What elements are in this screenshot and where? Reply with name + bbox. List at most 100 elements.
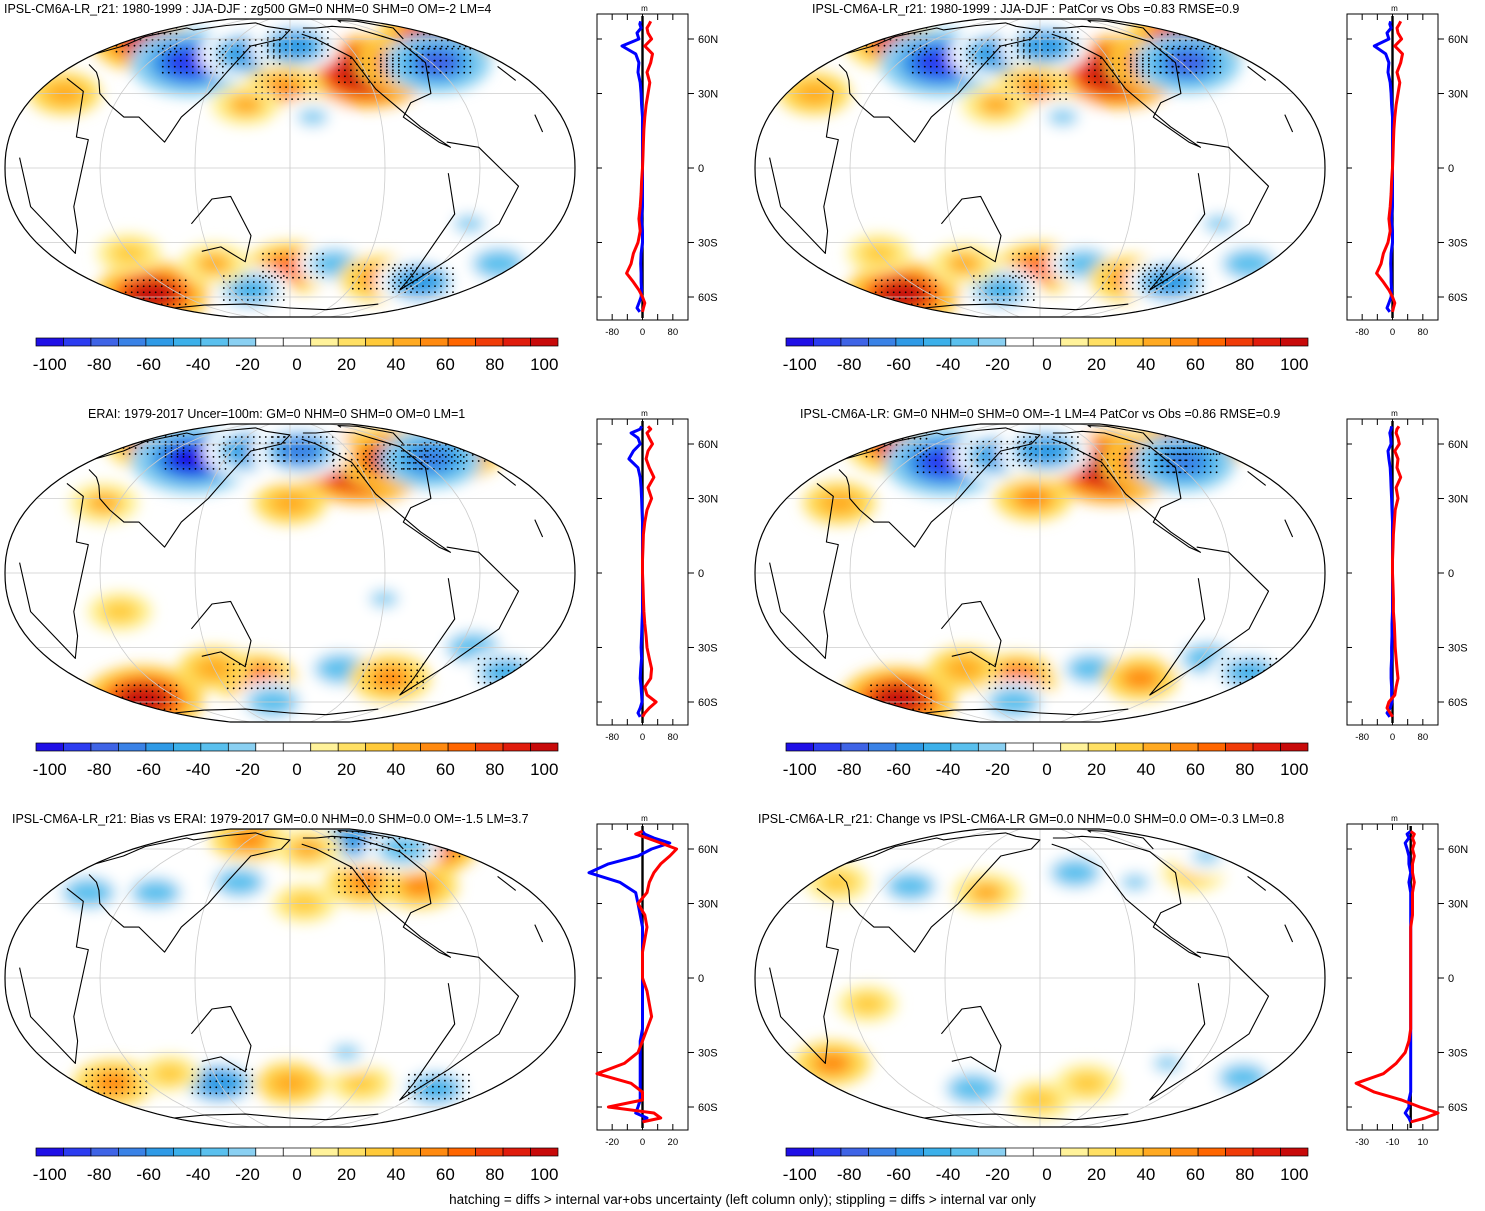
colorbar-tick-label: 0: [1042, 355, 1051, 374]
colorbar-cell: [1252, 742, 1281, 752]
panel-title: IPSL-CM6A-LR: GM=0 NHM=0 SHM=0 OM=-1 LM=…: [800, 407, 1281, 421]
panel-title: IPSL-CM6A-LR_r21: 1980-1999 : JJA-DJF : …: [4, 2, 492, 16]
colorbar-cell: [227, 1147, 257, 1157]
lat-tick-label: 0: [1448, 973, 1454, 985]
colorbar-cell: [173, 742, 202, 752]
colorbar-cell: [977, 337, 1007, 347]
map-outline: [754, 18, 1326, 318]
colorbar-cell: [420, 1147, 449, 1157]
colorbar-cell: [282, 337, 312, 347]
anomaly-mark: [1163, 49, 1212, 77]
colorbar-cell: [1170, 1147, 1199, 1157]
colorbar-cell: [1060, 337, 1089, 347]
zonal-profile: m 60N 30N 0 30S 60S -80 0 80: [1346, 409, 1468, 743]
anomaly-mark: [980, 95, 1012, 115]
panel-figure: m 60N 30N 0 30S 60S -80 0 80 -100 -80 -60 -40 -20 0 20 4…: [754, 4, 1468, 374]
lat-tick-label: 30N: [1448, 89, 1468, 101]
colorbar-tick-label: -40: [186, 760, 211, 779]
graticule: [755, 19, 1325, 317]
map-outline: [754, 423, 1326, 723]
graticule: [5, 19, 575, 317]
profile-red-line: [1385, 425, 1403, 718]
colorbar-cell: [337, 742, 367, 752]
profile-x-tick: 10: [1418, 1137, 1429, 1148]
anomaly-mark: [1122, 668, 1158, 689]
colorbar-cell: [1280, 337, 1309, 347]
anomaly-mark: [297, 107, 329, 127]
colorbar-tick-label: -40: [936, 355, 961, 374]
colorbar-cell: [365, 337, 394, 347]
colorbar-cell: [310, 1147, 339, 1157]
profile-x-tick: 0: [640, 732, 645, 743]
colorbar-tick-label: 20: [337, 760, 356, 779]
colorbar-cell: [1170, 742, 1199, 752]
anomaly-mark: [1058, 862, 1092, 883]
colorbar-cell: [1087, 337, 1117, 347]
colorbar-cell: [90, 1147, 119, 1157]
colorbar-cell: [1060, 742, 1089, 752]
colorbar-cell: [475, 337, 504, 347]
profile-unit: m: [1391, 409, 1398, 418]
zonal-profile: m 60N 30N 0 30S 60S -80 0 80: [596, 4, 718, 338]
lat-tick-label: 0: [698, 973, 704, 985]
colorbar-tick-label: -100: [33, 355, 67, 374]
lat-tick-label: 30N: [1448, 494, 1468, 506]
panel-title: IPSL-CM6A-LR_r21: Change vs IPSL-CM6A-LR…: [758, 812, 1285, 826]
anomaly-mark: [487, 661, 524, 684]
colorbar-cell: [977, 742, 1007, 752]
colorbar-cell: [1225, 337, 1254, 347]
profile-x-tick: 0: [640, 327, 645, 338]
colorbar-cell: [63, 742, 92, 752]
colorbar-cell: [1142, 337, 1171, 347]
colorbar-tick-label: -20: [985, 760, 1010, 779]
colorbar-cell: [1225, 1147, 1254, 1157]
colorbar-cell: [118, 337, 147, 347]
colorbar-cell: [173, 1147, 202, 1157]
colorbar-tick-label: -60: [886, 760, 911, 779]
colorbar-cell: [392, 1147, 421, 1157]
colorbar-tick-label: -20: [235, 760, 260, 779]
colorbar-tick-label: 0: [1042, 1165, 1051, 1184]
panel-figure: m 60N 30N 0 30S 60S -80 0 80 -100 -80 -60 -40 -20 0 20 4…: [4, 409, 718, 779]
coastlines: [19, 424, 544, 716]
anomaly-mark: [277, 438, 322, 464]
world-map: [5, 829, 575, 1127]
colorbar: -100 -80 -60 -40 -20 0 20 40 60 80 100: [33, 742, 558, 779]
colorbar-cell: [1252, 337, 1281, 347]
world-map: [755, 19, 1325, 317]
lat-tick-label: 30N: [698, 494, 718, 506]
colorbar-cell: [310, 337, 339, 347]
colorbar-tick-label: 20: [337, 355, 356, 374]
colorbar-cell: [895, 742, 924, 752]
zonal-profile: m 60N 30N 0 30S 60S -80 0 80: [596, 409, 718, 743]
colorbar-cell: [1060, 1147, 1089, 1157]
colorbar-cell: [310, 742, 339, 752]
colorbar-tick-label: 80: [1235, 1165, 1254, 1184]
colorbar-cell: [35, 337, 64, 347]
anomaly-mark: [893, 876, 927, 897]
graticule: [5, 424, 575, 722]
colorbar-cell: [785, 1147, 814, 1157]
colorbar-cell: [977, 1147, 1007, 1157]
colorbar-tick-label: 20: [1087, 1165, 1106, 1184]
profile-x-tick: -80: [605, 732, 619, 743]
colorbar-cell: [1197, 742, 1226, 752]
colorbar-cell: [173, 337, 202, 347]
colorbar-tick-label: -100: [783, 355, 817, 374]
anomaly-mark: [823, 873, 853, 892]
world-map: [5, 424, 575, 722]
colorbar-tick-label: 40: [386, 355, 405, 374]
colorbar-tick-label: -20: [235, 355, 260, 374]
coastlines: [769, 424, 1294, 716]
anomaly-mark: [413, 49, 462, 77]
panel-title: ERAI: 1979-2017 Uncer=100m: GM=0 NHM=0 S…: [88, 407, 466, 421]
profile-x-tick: 0: [640, 1137, 645, 1148]
colorbar-cell: [365, 1147, 394, 1157]
panel-6: IPSL-CM6A-LR_r21: Change vs IPSL-CM6A-LR…: [750, 810, 1485, 1195]
colorbar-cell: [950, 337, 979, 347]
anomaly-mark: [1024, 34, 1066, 58]
colorbar-tick-label: -20: [985, 355, 1010, 374]
anomaly-mark: [1023, 438, 1067, 464]
anomaly-mark: [317, 253, 351, 274]
colorbar-cell: [1142, 1147, 1171, 1157]
